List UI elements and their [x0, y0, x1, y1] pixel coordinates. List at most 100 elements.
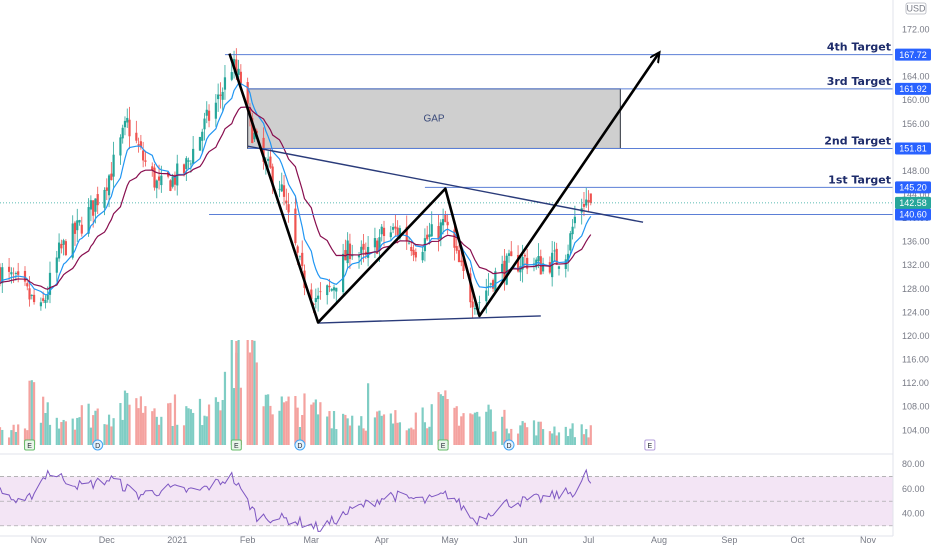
volume-bar	[7, 437, 11, 445]
candle-body	[446, 221, 449, 226]
candle-body	[251, 117, 254, 143]
candle-body	[137, 144, 140, 146]
candle-body	[92, 200, 95, 216]
candle-body	[142, 150, 145, 161]
volume-bar	[278, 410, 281, 445]
volume-bar	[294, 396, 297, 445]
volume-bar	[87, 403, 90, 445]
earnings-icon	[24, 439, 36, 451]
volume-bar	[80, 405, 83, 445]
candle-body	[555, 248, 558, 265]
candle-body	[360, 246, 363, 254]
volume-bar	[510, 428, 513, 445]
time-axis[interactable]: Nov Dec 2021 Feb Mar Apr May Jun Jul Aug Sep Oct Nov	[0, 535, 893, 545]
price-tick-label: 112.00	[902, 378, 929, 388]
price-tag-box	[895, 48, 931, 61]
volume-bar	[319, 402, 322, 445]
candle-body	[573, 216, 576, 224]
volume-bar	[153, 408, 156, 445]
time-tick-label: Jul	[583, 535, 595, 545]
candle-body	[26, 283, 29, 287]
volume-bar	[155, 416, 158, 445]
volume-bar	[373, 417, 377, 445]
volume-bar	[380, 415, 383, 445]
rsi-tick-label: 60.00	[902, 484, 925, 494]
candle-body	[516, 254, 520, 272]
volume-bar	[189, 409, 192, 445]
volume-bar	[367, 383, 370, 445]
volume-bar	[566, 436, 570, 445]
candle-body	[428, 234, 431, 238]
volume-bar	[389, 413, 392, 445]
candle-body	[521, 256, 524, 270]
rsi-panel: 80.00 60.00 40.00	[0, 453, 925, 532]
volume-bar	[92, 415, 95, 445]
volume-bar	[144, 406, 147, 445]
candle-body	[253, 132, 256, 140]
candle-body	[537, 256, 540, 262]
volume-bar	[128, 404, 131, 445]
volume-bar	[1, 429, 4, 445]
time-tick-label: Jun	[513, 535, 528, 545]
volume-bar	[282, 402, 286, 445]
price-tick-label: 108.00	[902, 402, 930, 412]
time-tick-label: Oct	[791, 535, 806, 545]
candle-body	[39, 302, 43, 307]
candle-body	[485, 290, 488, 302]
volume-bar	[571, 423, 574, 445]
price-tag: 167.72	[895, 48, 931, 61]
volume-bar	[330, 428, 333, 445]
candle-body	[489, 283, 492, 285]
dividend-icon	[294, 439, 306, 451]
volume-bar	[548, 431, 551, 445]
candle-body	[569, 233, 572, 251]
volume-bar	[521, 421, 524, 445]
volume-bar	[298, 427, 302, 445]
volume-bar	[26, 430, 29, 445]
ema-fast-line	[0, 82, 592, 296]
candle-body	[453, 229, 456, 248]
currency-badge: USD	[905, 2, 927, 15]
candle-body	[310, 289, 313, 300]
price-axis[interactable]: 172.00168.00164.00160.00156.00152.00148.…	[892, 0, 930, 536]
volume-bar	[160, 416, 163, 445]
price-tick-label: 116.00	[902, 355, 929, 365]
volume-bar	[516, 433, 520, 445]
time-tick-label: May	[441, 535, 459, 545]
volume-bar	[112, 418, 115, 445]
candle-body	[217, 94, 220, 100]
candle-body	[14, 273, 18, 274]
volume-bar	[137, 408, 140, 445]
candle-body	[389, 232, 392, 238]
gap-zone	[247, 88, 621, 149]
volume-bar	[362, 428, 365, 445]
time-tick-label: Sep	[721, 535, 737, 545]
candle-body	[471, 301, 474, 308]
candle-body	[169, 180, 172, 191]
candle-body	[128, 119, 131, 137]
volume-bar	[342, 413, 345, 445]
volume-bar	[505, 428, 508, 445]
candle-body	[112, 154, 115, 177]
volume-bar	[376, 411, 379, 445]
volume-bar	[469, 413, 472, 445]
volume-bar	[76, 417, 79, 445]
volume-bar	[48, 424, 52, 445]
candle-body	[198, 136, 202, 151]
volume-bar	[157, 424, 161, 445]
volume-bar	[476, 411, 479, 445]
candle-body	[255, 130, 258, 134]
volume-bar	[382, 414, 386, 445]
candle-body	[582, 203, 586, 207]
volume-bar	[62, 419, 65, 445]
candle-body	[57, 242, 61, 259]
candle-body	[548, 262, 551, 273]
candle-body	[105, 187, 108, 191]
volume-bar	[557, 432, 561, 445]
dividend-marker: D	[294, 439, 306, 451]
currency-box	[905, 2, 927, 15]
volume-bar	[110, 426, 113, 445]
price-tick-label: 164.00	[902, 72, 930, 82]
candle-body	[398, 228, 402, 239]
dividend-icon	[503, 439, 515, 451]
